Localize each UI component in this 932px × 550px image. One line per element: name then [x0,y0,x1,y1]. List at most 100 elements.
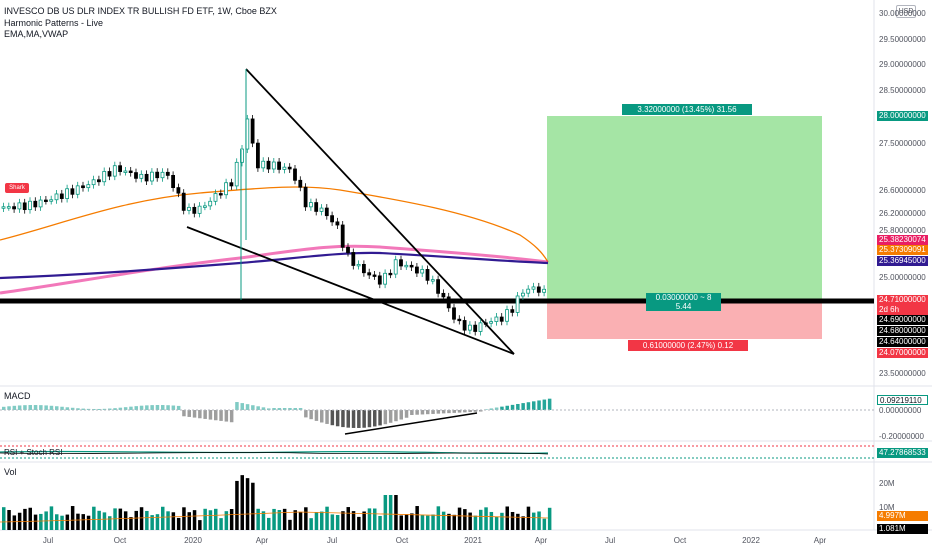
vwap-line[interactable] [0,251,549,280]
macd-bar [192,410,197,418]
macd-bar [17,405,22,410]
target-zone[interactable] [547,116,822,301]
candle-body [97,179,101,183]
candle-body [340,224,345,248]
position-center-line2: 5.44 [675,302,692,311]
stop-label[interactable]: 0.61000000 (2.47%) 0.12 [628,340,748,351]
macd-label[interactable]: MACD [4,391,31,401]
price-axis-label: 27.50000000 [879,139,926,148]
currency-badge[interactable]: USD [896,5,916,18]
macd-bar [161,405,165,410]
volume-bar [76,513,80,530]
macd-bar [351,410,356,428]
volume-bar [468,512,472,530]
macd-bar [60,406,64,410]
macd-value-tag: 0.09219110 [877,395,928,405]
volume-bar [404,514,409,530]
ema-line[interactable] [0,186,549,263]
volume-bar [49,506,54,530]
volume-bar [187,512,191,530]
time-axis-label: Jul [42,536,54,545]
volume-bar [521,516,525,530]
volume-bar [282,508,287,530]
macd-bar [399,410,403,420]
macd-bar [489,408,494,410]
candle-body [160,171,165,179]
macd-bar [33,405,38,410]
volume-bar [532,512,536,530]
volume-bar [139,507,144,530]
candle-body [531,286,536,290]
candle-body [324,207,329,217]
candle-body [505,309,509,322]
candle-body [446,296,451,309]
macd-bar [208,410,213,420]
macd-bar [484,409,488,410]
price-tag-last: 24.71000000 [877,295,928,305]
wedge-upper-line[interactable] [245,68,515,355]
shark-pattern-label[interactable]: Shark [5,183,29,193]
macd-bar [463,410,467,413]
candle-body [91,179,96,186]
stoch-rsi-line[interactable] [0,452,549,455]
price-axis-label: 26.60000000 [879,186,926,195]
volume-bar [452,514,456,530]
volume-bar [12,515,17,530]
candle-body [234,161,239,187]
volume-bar [510,511,515,530]
candle-body [155,171,160,179]
macd-bar [298,408,303,410]
macd-bar [357,410,361,428]
price-axis-label: 25.00000000 [879,273,926,282]
macd-bar [55,406,59,410]
ma-line[interactable] [0,244,549,295]
volume-bar [182,507,186,530]
macd-bar [516,403,520,410]
indicator-harmonic-label[interactable]: Harmonic Patterns - Live [4,18,104,28]
candle-body [144,173,149,182]
candle-body [399,259,403,267]
position-center-label[interactable]: 0.03000000 ~ 8 5.44 [646,293,721,311]
candle-body [70,188,75,195]
volume-value-tag: 1.081M [877,524,928,534]
candle-body [308,202,313,208]
candle-body [303,186,308,208]
time-axis-label: 2022 [742,536,760,545]
candle-body [12,206,17,210]
macd-bar [431,410,435,414]
candle-body [59,193,64,199]
rsi-label[interactable]: RSI + Stoch RSI [4,448,63,457]
macd-bar [282,408,287,410]
volume-bars [2,475,552,530]
candle-body [473,324,478,332]
macd-bar [373,410,377,427]
indicator-ema-label[interactable]: EMA,MA,VWAP [4,29,69,39]
volume-bar [86,515,91,530]
candle-body [49,199,54,202]
macd-bar [86,408,91,410]
candle-body [351,252,356,266]
time-axis-label: Apr [255,536,269,545]
candle-body [224,182,229,196]
volume-bar [33,514,38,530]
candle-body [6,206,11,209]
volume-bar [314,512,319,530]
volume-label[interactable]: Vol [4,467,17,477]
macd-bar [214,410,218,421]
macd-bar [267,408,271,410]
price-axis-label: 28.50000000 [879,86,926,95]
macd-bar [383,410,388,425]
macd-bar [330,410,335,426]
candle-body [197,205,202,214]
candle-body [213,193,218,202]
target-label[interactable]: 3.32000000 (13.45%) 31.56 [622,104,752,115]
candle-body [187,206,191,211]
candle-body [542,288,546,293]
macd-divergence-line[interactable] [344,412,478,435]
macd-bar [92,408,96,410]
macd-bar [229,410,234,423]
macd-bar [76,408,80,410]
macd-bar [139,405,144,410]
candle-body [388,272,393,276]
